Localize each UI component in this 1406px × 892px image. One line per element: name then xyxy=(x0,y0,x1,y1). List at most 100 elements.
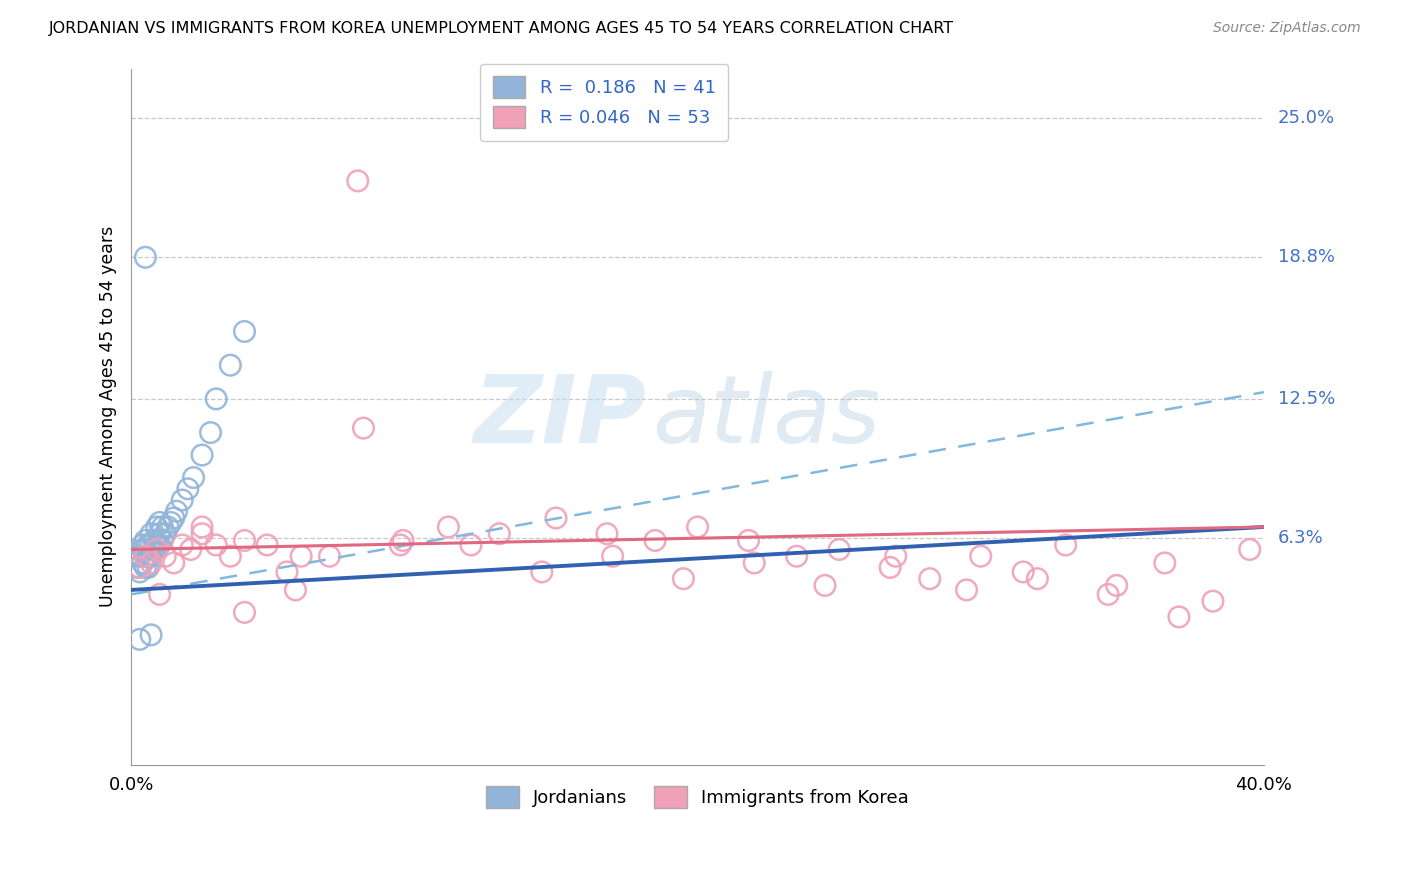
Point xyxy=(828,542,851,557)
Point xyxy=(284,582,307,597)
Point xyxy=(128,632,150,647)
Point xyxy=(128,560,150,574)
Text: 0.0%: 0.0% xyxy=(108,776,153,795)
Point xyxy=(139,628,162,642)
Point xyxy=(955,582,977,597)
Point xyxy=(155,549,177,564)
Text: Source: ZipAtlas.com: Source: ZipAtlas.com xyxy=(1213,21,1361,36)
Point xyxy=(460,538,482,552)
Point xyxy=(1026,572,1049,586)
Point xyxy=(1012,565,1035,579)
Point xyxy=(142,533,165,548)
Point xyxy=(157,520,180,534)
Point xyxy=(131,538,153,552)
Point xyxy=(392,533,415,548)
Point xyxy=(177,482,200,496)
Point xyxy=(163,511,186,525)
Point xyxy=(544,511,567,525)
Point xyxy=(205,538,228,552)
Point xyxy=(136,560,159,574)
Point xyxy=(352,421,374,435)
Point xyxy=(644,533,666,548)
Point xyxy=(136,538,159,552)
Point xyxy=(155,526,177,541)
Point xyxy=(139,556,162,570)
Point xyxy=(1239,542,1261,557)
Point xyxy=(602,549,624,564)
Point xyxy=(128,565,150,579)
Point xyxy=(172,538,194,552)
Point xyxy=(970,549,993,564)
Point xyxy=(183,470,205,484)
Point xyxy=(152,533,174,548)
Text: 12.5%: 12.5% xyxy=(1278,390,1336,408)
Point xyxy=(139,538,162,552)
Point xyxy=(1105,578,1128,592)
Text: 18.8%: 18.8% xyxy=(1278,248,1336,267)
Point xyxy=(1153,556,1175,570)
Point xyxy=(148,587,170,601)
Point xyxy=(134,250,156,264)
Point xyxy=(134,533,156,548)
Point xyxy=(191,448,214,462)
Point xyxy=(145,520,167,534)
Point xyxy=(233,533,256,548)
Point xyxy=(346,174,368,188)
Point xyxy=(145,538,167,552)
Point xyxy=(134,542,156,557)
Point xyxy=(233,606,256,620)
Point xyxy=(160,516,183,530)
Point xyxy=(125,560,148,574)
Point xyxy=(139,549,162,564)
Point xyxy=(219,358,242,372)
Point xyxy=(131,556,153,570)
Point xyxy=(879,560,901,574)
Point xyxy=(134,549,156,564)
Point xyxy=(884,549,907,564)
Point xyxy=(318,549,340,564)
Text: JORDANIAN VS IMMIGRANTS FROM KOREA UNEMPLOYMENT AMONG AGES 45 TO 54 YEARS CORREL: JORDANIAN VS IMMIGRANTS FROM KOREA UNEMP… xyxy=(49,21,955,37)
Point xyxy=(814,578,837,592)
Point xyxy=(180,542,202,557)
Point xyxy=(737,533,759,548)
Point xyxy=(148,516,170,530)
Point xyxy=(205,392,228,406)
Point xyxy=(136,549,159,564)
Point xyxy=(389,538,412,552)
Point xyxy=(139,526,162,541)
Point xyxy=(742,556,765,570)
Point xyxy=(596,526,619,541)
Point xyxy=(786,549,808,564)
Point xyxy=(672,572,695,586)
Point xyxy=(219,549,242,564)
Point xyxy=(290,549,312,564)
Text: 40.0%: 40.0% xyxy=(1236,776,1292,795)
Point xyxy=(276,565,298,579)
Point xyxy=(686,520,709,534)
Point xyxy=(200,425,222,440)
Point xyxy=(163,556,186,570)
Text: ZIP: ZIP xyxy=(474,371,647,463)
Point xyxy=(1054,538,1077,552)
Point xyxy=(530,565,553,579)
Point xyxy=(233,325,256,339)
Point xyxy=(142,542,165,557)
Point xyxy=(134,560,156,574)
Point xyxy=(131,542,153,557)
Point xyxy=(1168,610,1191,624)
Y-axis label: Unemployment Among Ages 45 to 54 years: Unemployment Among Ages 45 to 54 years xyxy=(100,227,117,607)
Point xyxy=(166,504,188,518)
Point xyxy=(437,520,460,534)
Text: 25.0%: 25.0% xyxy=(1278,109,1336,127)
Point xyxy=(256,538,278,552)
Text: 6.3%: 6.3% xyxy=(1278,529,1324,547)
Point xyxy=(148,538,170,552)
Point xyxy=(148,526,170,541)
Point xyxy=(134,549,156,564)
Point xyxy=(1202,594,1225,608)
Point xyxy=(152,520,174,534)
Point xyxy=(128,549,150,564)
Point xyxy=(488,526,510,541)
Point xyxy=(191,520,214,534)
Point xyxy=(1097,587,1119,601)
